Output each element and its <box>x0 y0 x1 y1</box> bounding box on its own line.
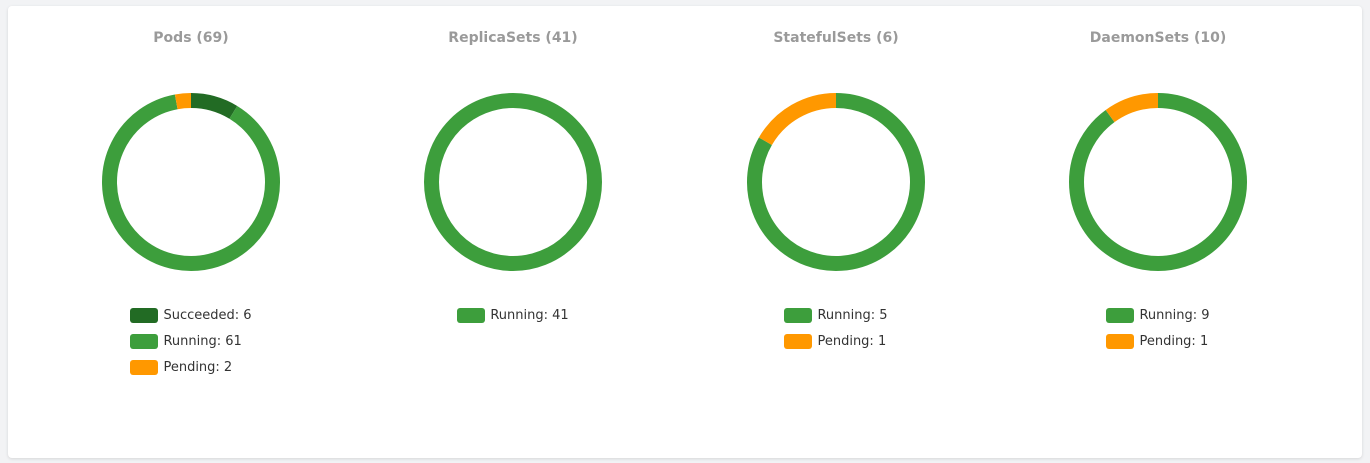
chart-panel: DaemonSets (10) Running: 9 Pending: 1 <box>997 6 1319 458</box>
legend: Succeeded: 6 Running: 61 Pending: 2 <box>30 308 352 375</box>
legend: Running: 9 Pending: 1 <box>997 308 1319 349</box>
legend-label: Running: 61 <box>163 334 242 349</box>
legend-label: Pending: 1 <box>817 334 887 349</box>
legend-item: Running: 41 <box>457 308 569 323</box>
legend-swatch <box>130 360 159 375</box>
donut-slice <box>758 93 837 146</box>
legend-item: Pending: 1 <box>784 334 887 349</box>
donut-slice <box>102 94 280 271</box>
legend-label: Pending: 2 <box>163 360 233 375</box>
donut-slice <box>1105 93 1159 123</box>
chart-title: ReplicaSets (41) <box>448 30 578 46</box>
donut <box>424 93 602 272</box>
chart-panel: ReplicaSets (41) Running: 41 <box>352 6 674 458</box>
legend-swatch <box>457 308 486 323</box>
legend-item: Succeeded: 6 <box>130 308 252 323</box>
legend-label: Succeeded: 6 <box>163 308 252 323</box>
legend-swatch <box>130 308 159 323</box>
donut-slice <box>190 93 238 119</box>
donut-slice <box>747 93 925 271</box>
donut-slice <box>1069 93 1247 271</box>
legend: Running: 41 <box>352 308 674 323</box>
chart-title: StatefulSets (6) <box>773 30 899 46</box>
donut <box>1069 93 1247 271</box>
legend-label: Running: 9 <box>1139 308 1210 323</box>
donut-slice <box>174 93 192 110</box>
legend-swatch <box>130 334 159 349</box>
legend-item: Running: 5 <box>784 308 888 323</box>
legend-label: Running: 5 <box>817 308 888 323</box>
legend-rows: Running: 5 Pending: 1 <box>784 308 888 349</box>
legend-item: Pending: 1 <box>1106 334 1209 349</box>
status-card: Pods (69) Succeeded: 6 Running: 61 Pending:… <box>8 6 1362 458</box>
legend-item: Pending: 2 <box>130 360 251 375</box>
legend-swatch <box>1106 334 1135 349</box>
legend-item: Running: 61 <box>130 334 251 349</box>
donut <box>747 93 925 271</box>
legend-rows: Running: 41 <box>457 308 569 323</box>
donut-slice <box>424 93 602 272</box>
chart-title: Pods (69) <box>153 30 229 46</box>
legend-swatch <box>1106 308 1135 323</box>
legend-rows: Running: 9 Pending: 1 <box>1106 308 1210 349</box>
legend-swatch <box>784 334 813 349</box>
legend-label: Pending: 1 <box>1139 334 1209 349</box>
legend-label: Running: 41 <box>490 308 569 323</box>
chart-title: DaemonSets (10) <box>1089 30 1227 46</box>
donut <box>102 93 280 271</box>
legend-swatch <box>784 308 813 323</box>
chart-panel: StatefulSets (6) Running: 5 Pending: 1 <box>675 6 997 458</box>
legend-item: Running: 9 <box>1106 308 1210 323</box>
chart-panel: Pods (69) Succeeded: 6 Running: 61 Pending:… <box>30 6 352 458</box>
legend: Running: 5 Pending: 1 <box>675 308 997 349</box>
legend-rows: Succeeded: 6 Running: 61 Pending: 2 <box>130 308 252 375</box>
